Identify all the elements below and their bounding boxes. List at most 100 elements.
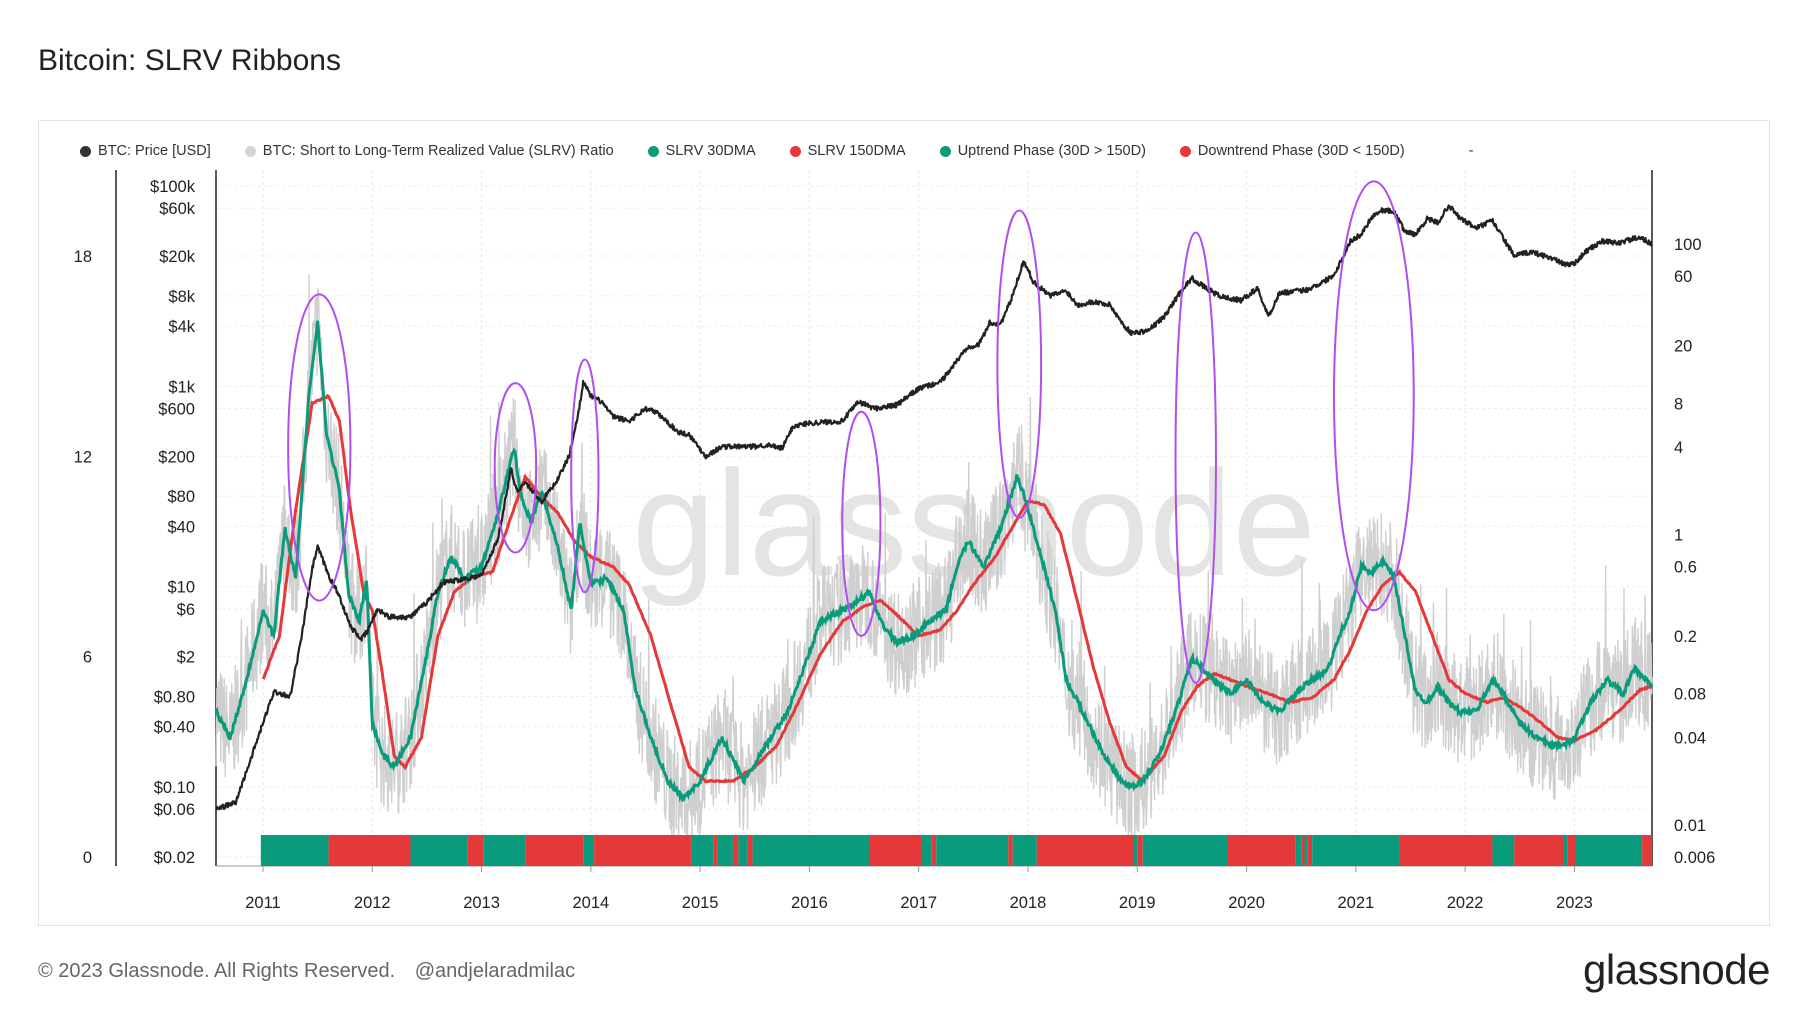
uptrend-segment[interactable] [410,835,468,866]
uptrend-segment[interactable] [921,835,932,866]
slrv-tick-label: 8 [1674,395,1683,413]
slrv-tick-label: 0.04 [1674,729,1706,747]
price-tick-label: $0.40 [154,719,195,737]
downtrend-segment[interactable] [747,835,753,866]
legend-label: Uptrend Phase (30D > 150D) [957,143,1146,159]
downtrend-segment[interactable] [713,835,718,866]
price-tick-label: $60k [159,200,196,218]
downtrend-segment[interactable] [1399,835,1493,866]
uptrend-segment[interactable] [1563,835,1568,866]
legend-item-4[interactable]: Uptrend Phase (30D > 150D) [939,143,1146,159]
copyright-text: © 2023 Glassnode. All Rights Reserved. [38,960,396,982]
price-tick-label: $4k [168,318,195,336]
legend-swatch [80,145,91,157]
downtrend-segment[interactable] [594,835,692,866]
x-tick-label: 2011 [245,894,280,912]
slrv-tick-label: 0.6 [1674,559,1697,577]
index-tick-label: 12 [74,448,92,466]
uptrend-segment[interactable] [738,835,748,866]
downtrend-segment[interactable] [931,835,937,866]
uptrend-segment[interactable] [583,835,595,866]
uptrend-segment[interactable] [1133,835,1138,866]
downtrend-segment[interactable] [525,835,584,866]
slrv-tick-label: 4 [1674,439,1683,457]
price-tick-label: $40 [167,518,195,536]
downtrend-segment[interactable] [1307,835,1313,866]
downtrend-segment[interactable] [1036,835,1134,866]
x-tick-label: 2016 [791,894,828,912]
slrv-tick-label: 100 [1674,236,1702,254]
x-tick-label: 2013 [463,894,500,912]
uptrend-segment[interactable] [1575,835,1643,866]
phase-bar [260,835,1652,866]
x-tick-label: 2023 [1556,894,1593,912]
legend-item-5[interactable]: Downtrend Phase (30D < 150D) [1179,143,1405,159]
uptrend-segment[interactable] [1312,835,1400,866]
downtrend-segment[interactable] [1301,835,1305,866]
x-tick-label: 2021 [1337,894,1374,912]
highlight-ellipses [287,180,1415,684]
x-tick-label: 2022 [1447,894,1484,912]
price-tick-label: $0.80 [154,689,195,707]
x-tick-label: 2015 [682,894,719,912]
slrv-tick-label: 0.01 [1674,817,1706,835]
btc-price-line[interactable] [215,204,1653,811]
slrv-30dma-line[interactable] [214,320,1654,803]
uptrend-segment[interactable] [691,835,714,866]
downtrend-segment[interactable] [1008,835,1013,866]
x-tick-label: 2012 [354,894,391,912]
downtrend-segment[interactable] [1514,835,1564,866]
legend-label: - [1468,143,1474,159]
chart-title: Bitcoin: SLRV Ribbons [38,44,341,77]
legend-item-0[interactable]: BTC: Price [USD] [80,143,211,159]
downtrend-segment[interactable] [1227,835,1296,866]
downtrend-segment[interactable] [732,835,739,866]
x-axis-ticks: 2011 2012 2013 2014 2015 2016 2017 2018 2019 2020… [245,866,1593,912]
downtrend-segment[interactable] [1567,835,1576,866]
slrv-axis-ticks: 100 60 20 8 4 1 0.6 0.2 0.08 0.04 0.01 0.006 [1674,236,1715,867]
legend-label: SLRV 30DMA [665,143,756,159]
legend-item-1[interactable]: BTC: Short to Long-Term Realized Value (… [244,143,614,159]
uptrend-segment[interactable] [260,835,329,866]
index-axis-ticks: 18 12 6 0 [74,248,92,867]
price-tick-label: $8k [168,288,195,306]
uptrend-segment[interactable] [1142,835,1228,866]
slrv-tick-label: 0.2 [1674,628,1697,646]
x-tick-label: 2018 [1010,894,1047,912]
slrv-tick-label: 0.08 [1674,686,1706,704]
uptrend-segment[interactable] [1304,835,1308,866]
uptrend-segment[interactable] [1492,835,1515,866]
downtrend-segment[interactable] [1642,835,1652,866]
index-tick-label: 18 [74,248,92,266]
brand-logo[interactable]: glassnode [1583,946,1770,993]
downtrend-segment[interactable] [1137,835,1143,866]
slrv-ratio-line[interactable] [215,274,1653,846]
highlight-ellipse [493,382,538,554]
slrv-tick-label: 60 [1674,268,1692,286]
legend-label: BTC: Short to Long-Term Realized Value (… [262,143,614,159]
author-handle: @andjelaradmilac [414,960,576,982]
legend-item-2[interactable]: SLRV 30DMA [647,143,756,159]
uptrend-segment[interactable] [717,835,733,866]
slrv-tick-label: 1 [1674,526,1683,544]
price-tick-label: $600 [158,401,195,419]
price-tick-label: $2 [177,649,195,667]
downtrend-segment[interactable] [467,835,484,866]
uptrend-segment[interactable] [483,835,526,866]
downtrend-segment[interactable] [869,835,922,866]
legend-item-6[interactable]: - [1469,143,1474,159]
highlight-ellipse [570,358,600,594]
x-tick-label: 2019 [1119,894,1156,912]
uptrend-segment[interactable] [936,835,1009,866]
uptrend-segment[interactable] [1012,835,1037,866]
legend-item-3[interactable]: SLRV 150DMA [789,143,906,159]
slrv-150dma-line[interactable] [261,393,1654,784]
legend-swatch [1179,145,1191,157]
downtrend-segment[interactable] [328,835,411,866]
uptrend-segment[interactable] [752,835,870,866]
slrv-tick-label: 20 [1674,337,1692,355]
legend-swatch [939,145,951,157]
uptrend-segment[interactable] [1295,835,1302,866]
index-tick-label: 0 [83,849,92,867]
price-tick-label: $6 [177,601,195,619]
